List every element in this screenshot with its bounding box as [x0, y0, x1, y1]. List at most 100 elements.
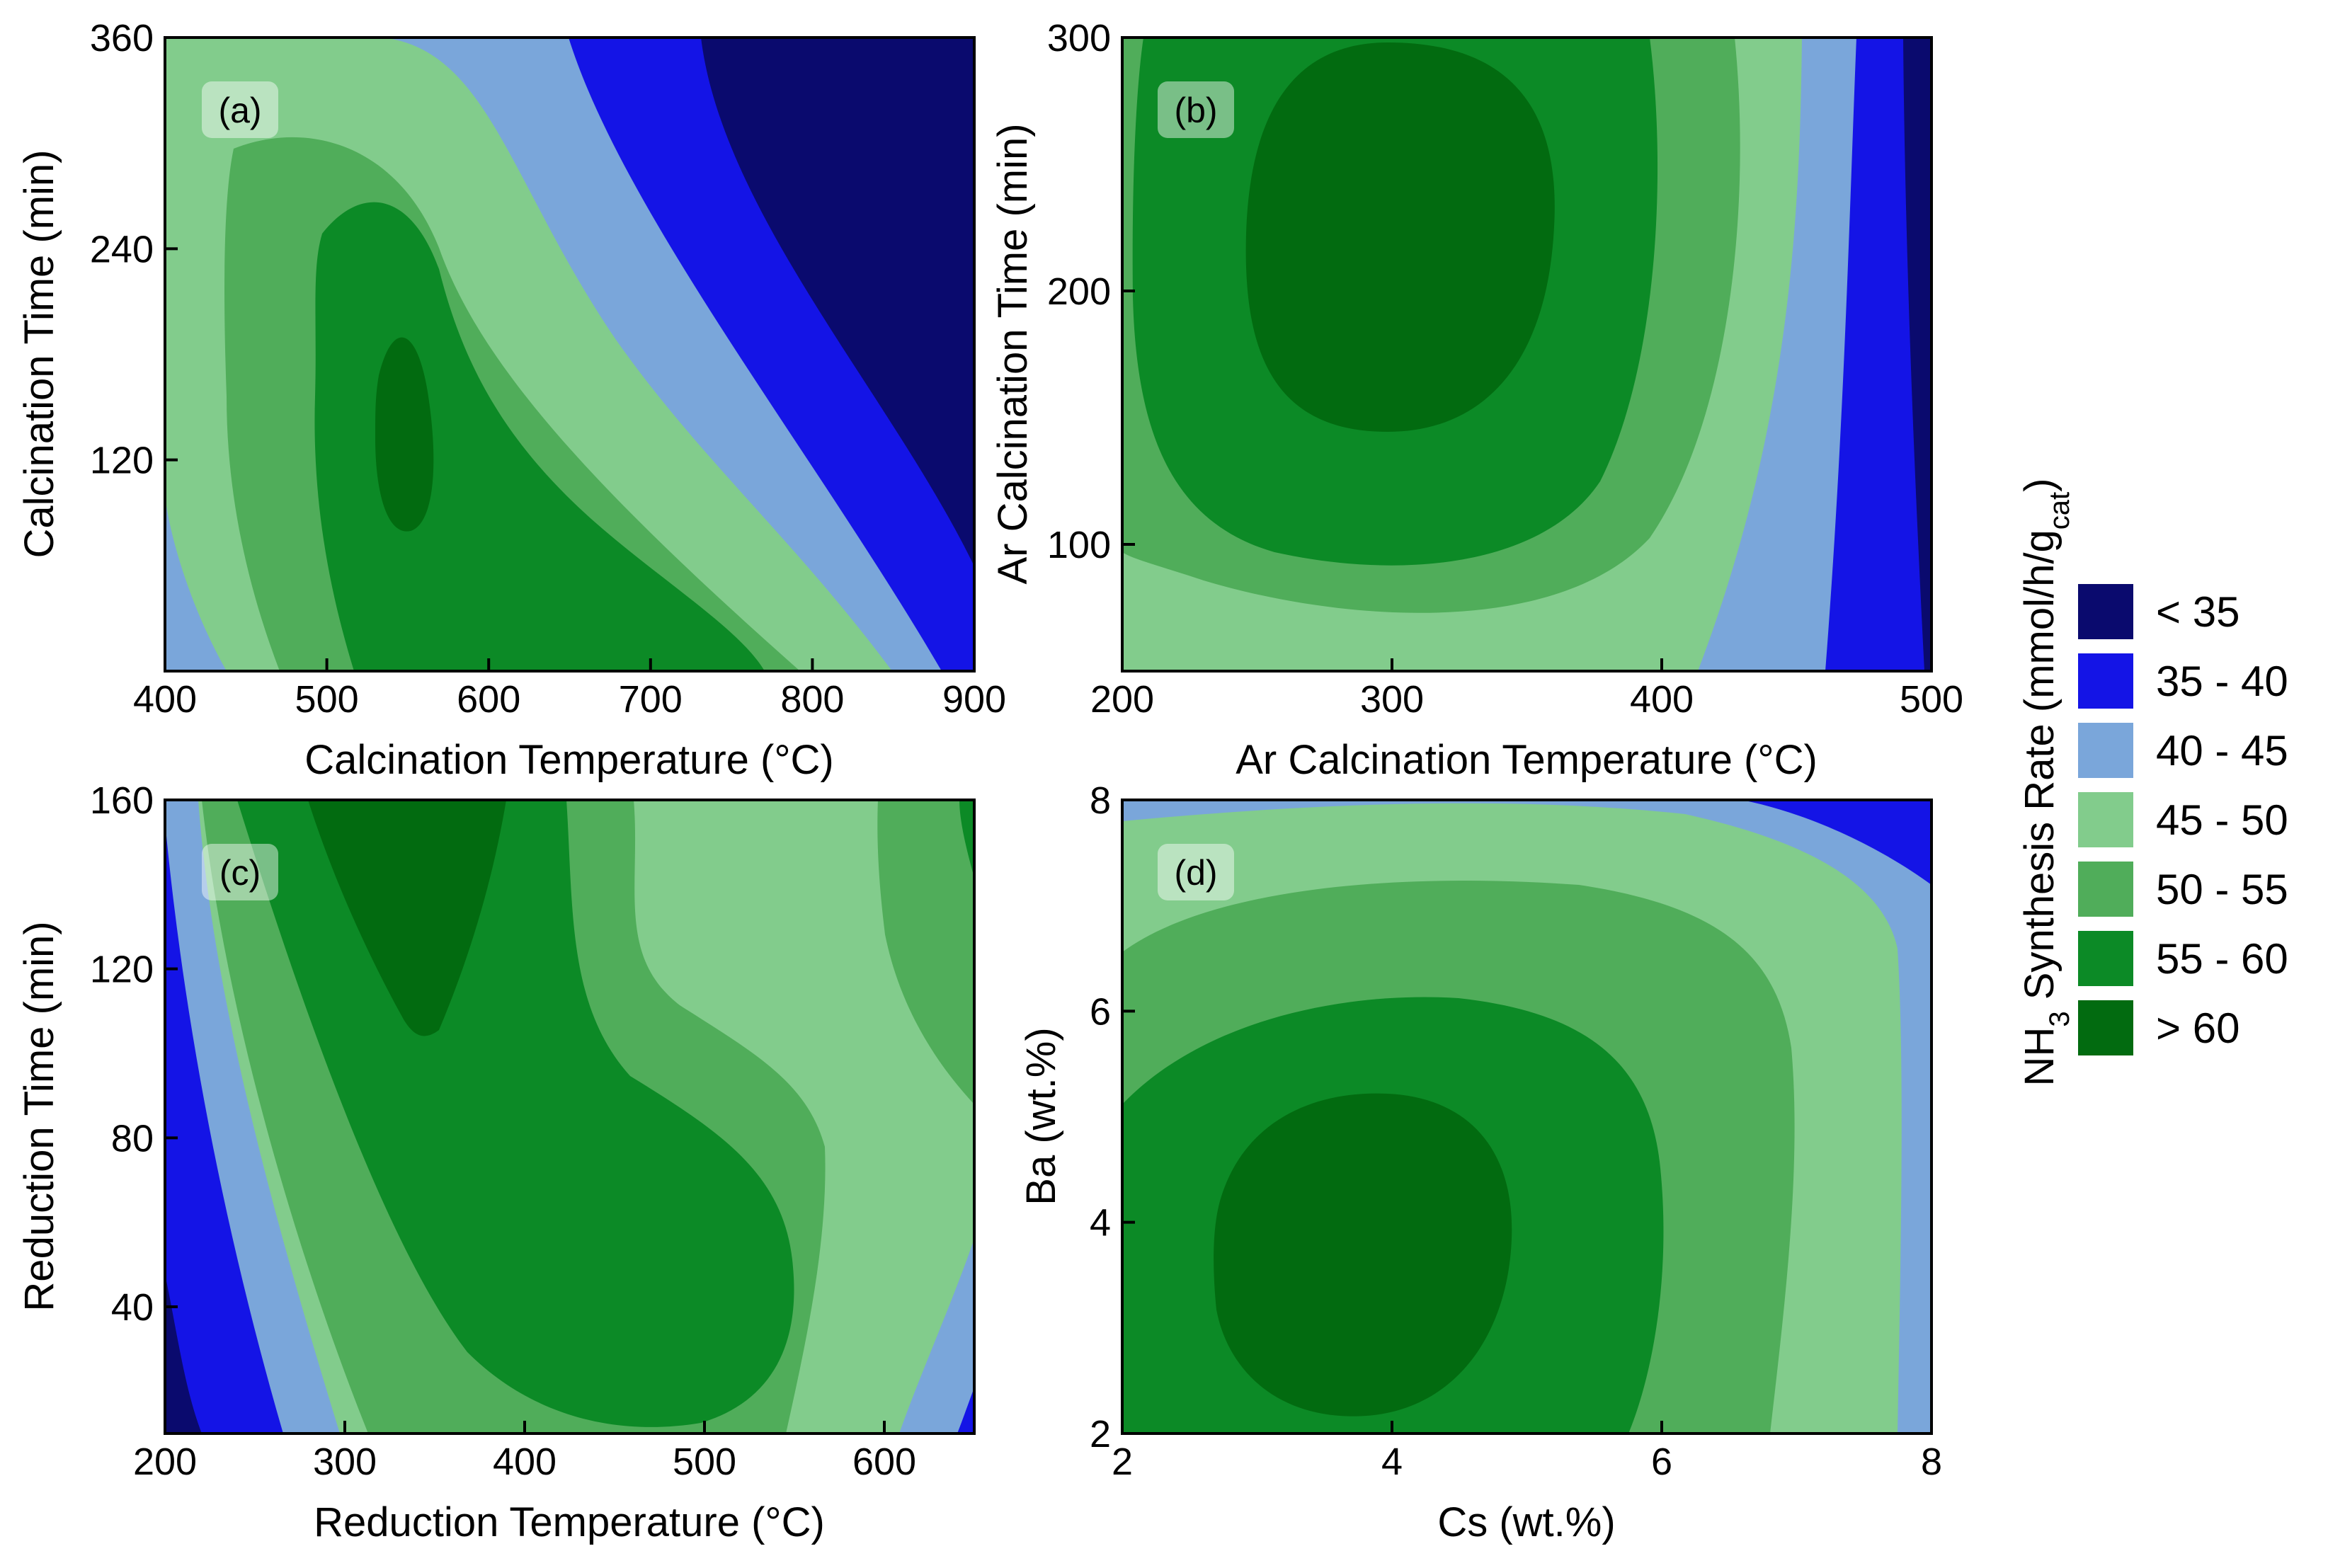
legend-title-subcat: cat — [2044, 492, 2075, 530]
y-tick-label: 360 — [90, 17, 154, 59]
y-tick-label: 100 — [1047, 524, 1111, 566]
panel-c-region-55-60-corner — [959, 800, 974, 878]
panel-d-region-35-40 — [1742, 800, 1932, 885]
legend-swatch — [2078, 723, 2133, 778]
panel-c-ticks: 200 300 400 500 600 40 80 120 160 — [90, 779, 916, 1483]
panel-b-frame — [1121, 36, 1933, 673]
panel-d-xlabel: Cs (wt.%) — [1437, 1499, 1615, 1545]
legend-label: < 35 — [2156, 588, 2239, 636]
y-tick-label: 8 — [1090, 779, 1111, 822]
panel-d: 2 4 6 8 2 4 6 8 (d) Cs (wt.%) Ba (wt.%) — [1018, 779, 1942, 1545]
panel-b-xlabel: Ar Calcination Temperature (°C) — [1236, 737, 1818, 783]
y-tick-label: 120 — [90, 440, 154, 482]
legend-items: < 35 35 - 40 40 - 45 45 - 50 50 - 55 55 - 60 >… — [2078, 584, 2288, 1055]
panel-c-xlabel: Reduction Temperature (°C) — [314, 1499, 825, 1545]
panel-c-contours — [165, 800, 974, 1433]
legend-swatch — [2078, 792, 2133, 847]
panel-a-frame — [164, 36, 976, 673]
panel-d-contours — [1122, 800, 1932, 1433]
legend-swatch — [2078, 1000, 2133, 1055]
panel-c-region-35-40-right — [957, 1387, 974, 1433]
legend: NH3 Synthesis Rate (mmol/h/gcat) < 35 35 … — [2016, 479, 2288, 1087]
legend-swatch — [2078, 862, 2133, 917]
panel-a-tag-box — [202, 81, 278, 138]
legend-title-mid: Synthesis Rate (mmol/h/g — [2016, 530, 2062, 1011]
legend-label: 40 - 45 — [2156, 727, 2288, 774]
panel-c-frame — [164, 799, 976, 1435]
panel-c-region-gt60 — [308, 800, 506, 1036]
panel-a-xlabel: Calcination Temperature (°C) — [304, 737, 833, 783]
x-tick-label: 400 — [133, 678, 197, 721]
y-tick-label: 6 — [1090, 990, 1111, 1033]
x-tick-label: 300 — [313, 1441, 377, 1483]
legend-label: 35 - 40 — [2156, 658, 2288, 705]
x-tick-label: 200 — [133, 1441, 197, 1483]
x-tick-label: 200 — [1090, 678, 1154, 721]
panel-a-region-gt60 — [375, 337, 434, 532]
panel-c-region-50-55-right — [877, 800, 974, 1104]
y-tick-label: 2 — [1090, 1413, 1111, 1455]
panel-c-region-lt35 — [165, 1274, 202, 1433]
legend-label: 50 - 55 — [2156, 866, 2288, 913]
legend-label: 45 - 50 — [2156, 796, 2288, 844]
panel-a-contours — [165, 38, 974, 671]
legend-swatch — [2078, 584, 2133, 639]
panel-d-tag-box — [1158, 844, 1234, 900]
legend-label: > 60 — [2156, 1005, 2239, 1052]
x-tick-label: 600 — [852, 1441, 916, 1483]
legend-title: NH3 Synthesis Rate (mmol/h/gcat) — [2016, 479, 2075, 1087]
panel-a: 400 500 600 700 800 900 120 240 360 (a) Calcinat… — [16, 17, 1006, 783]
x-tick-label: 2 — [1112, 1441, 1133, 1483]
panel-d-region-gt60 — [1214, 1093, 1512, 1417]
panel-b-ylabel: Ar Calcination Time (min) — [990, 123, 1036, 584]
y-tick-label: 200 — [1047, 270, 1111, 313]
x-tick-label: 300 — [1360, 678, 1424, 721]
panel-b: 200 300 400 500 100 200 300 (b) Ar Calcination… — [990, 17, 1963, 783]
panel-c: 200 300 400 500 600 40 80 120 160 (c) Reduction … — [16, 779, 976, 1545]
x-tick-label: 900 — [942, 678, 1006, 721]
panel-b-region-gt60 — [1245, 42, 1555, 432]
x-tick-label: 500 — [295, 678, 359, 721]
panel-b-tag-box — [1158, 81, 1234, 138]
x-tick-label: 6 — [1651, 1441, 1672, 1483]
legend-title-prefix: NH — [2016, 1027, 2062, 1087]
panel-c-ylabel: Reduction Time (min) — [16, 921, 62, 1311]
panel-a-ylabel: Calcination Time (min) — [16, 150, 62, 559]
panel-c-tag: (c) — [219, 853, 261, 893]
x-tick-label: 500 — [673, 1441, 736, 1483]
panel-a-region-55-60 — [314, 202, 765, 671]
y-tick-label: 40 — [111, 1286, 154, 1329]
x-tick-label: 400 — [1630, 678, 1694, 721]
legend-title-sub3: 3 — [2044, 1011, 2075, 1026]
x-tick-label: 500 — [1900, 678, 1963, 721]
x-tick-label: 800 — [780, 678, 844, 721]
panel-b-ticks: 200 300 400 500 100 200 300 — [1047, 17, 1963, 721]
x-tick-label: 4 — [1381, 1441, 1403, 1483]
x-tick-label: 8 — [1921, 1441, 1942, 1483]
panel-c-region-35-40 — [165, 821, 283, 1433]
legend-swatch — [2078, 931, 2133, 986]
panel-a-ticks: 400 500 600 700 800 900 120 240 360 — [90, 17, 1006, 721]
panel-d-ticks: 2 4 6 8 2 4 6 8 — [1090, 779, 1942, 1483]
legend-label: 55 - 60 — [2156, 935, 2288, 983]
y-tick-label: 80 — [111, 1117, 154, 1160]
panel-d-tag: (d) — [1174, 853, 1217, 893]
y-tick-label: 300 — [1047, 17, 1111, 59]
panel-d-ylabel: Ba (wt.%) — [1018, 1027, 1064, 1205]
x-tick-label: 400 — [493, 1441, 557, 1483]
panel-b-tag: (b) — [1174, 91, 1217, 130]
panel-c-region-40-45-right — [899, 1239, 974, 1433]
panel-c-tag-box — [202, 844, 278, 900]
panel-d-frame — [1121, 799, 1933, 1435]
x-tick-label: 700 — [619, 678, 683, 721]
panel-a-region-lt35 — [701, 38, 974, 566]
legend-swatch — [2078, 653, 2133, 709]
panel-b-contours — [1122, 38, 1932, 671]
y-tick-label: 120 — [90, 949, 154, 991]
y-tick-label: 160 — [90, 779, 154, 822]
y-tick-label: 4 — [1090, 1202, 1111, 1244]
x-tick-label: 600 — [457, 678, 520, 721]
legend-title-suffix: ) — [2016, 479, 2062, 492]
y-tick-label: 240 — [90, 228, 154, 270]
